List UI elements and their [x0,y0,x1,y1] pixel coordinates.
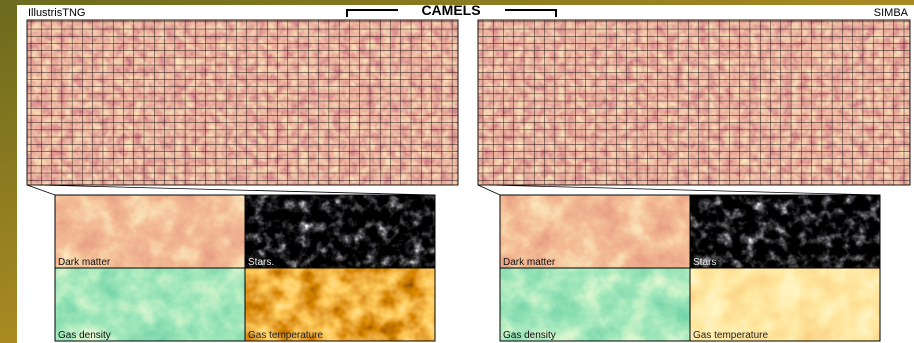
simulation: IllustrisTNG Dark matter Stars. Gas density… [27,7,458,341]
slide: CAMELS IllustrisTNG Dark matter Stars. Gas … [0,0,914,343]
field-label: Gas density [58,330,111,341]
field-map [690,195,880,268]
field-label: Gas density [503,330,556,341]
grid-lines [27,20,458,185]
field-label: Stars. [248,257,274,268]
page: CAMELS IllustrisTNG Dark matter Stars. Gas … [0,0,914,343]
field-label: Stars [693,257,716,268]
simulation-name: SIMBA [874,7,909,19]
simulation-name: IllustrisTNG [28,7,85,19]
figure-title: CAMELS [421,2,480,18]
field-label: Dark matter [58,257,111,268]
simulation: SIMBA Dark matter Stars Gas density Gas temp… [478,7,910,341]
field-label: Gas temperature [693,330,768,341]
field-label: Dark matter [503,257,556,268]
field-label: Gas temperature [248,330,323,341]
grid-lines [478,20,910,185]
